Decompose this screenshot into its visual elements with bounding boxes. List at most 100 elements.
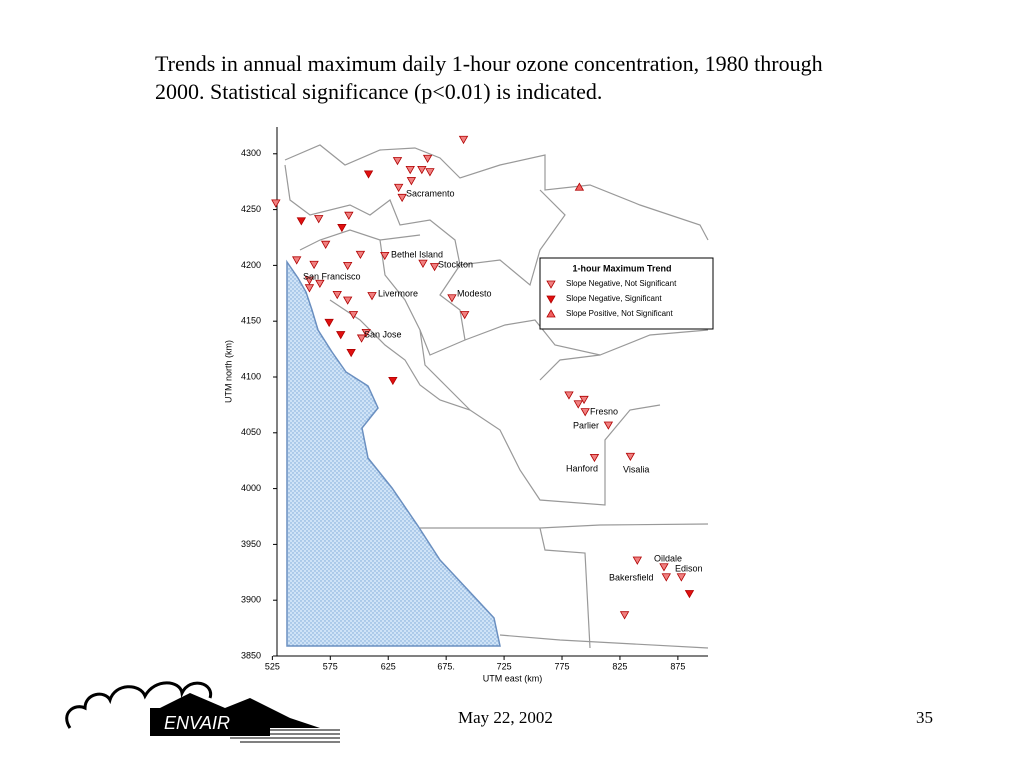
station-marker bbox=[661, 573, 671, 582]
station-marker bbox=[460, 311, 470, 320]
station-marker bbox=[397, 193, 407, 203]
legend-marker bbox=[546, 295, 556, 304]
station-marker bbox=[344, 211, 354, 220]
station-marker bbox=[425, 168, 435, 177]
ocean bbox=[286, 259, 501, 647]
x-tick-label: 725 bbox=[497, 661, 512, 671]
x-tick-label: 875 bbox=[670, 661, 685, 671]
station-marker bbox=[603, 421, 614, 430]
station-marker bbox=[304, 276, 315, 285]
x-tick-label: 825 bbox=[612, 661, 627, 671]
x-tick-label: 625 bbox=[381, 661, 396, 671]
place-label: Bethel Island bbox=[391, 249, 443, 259]
legend-title: 1-hour Maximum Trend bbox=[572, 263, 671, 273]
station-marker bbox=[367, 292, 377, 301]
station-marker bbox=[406, 177, 417, 186]
station-marker bbox=[422, 154, 433, 164]
station-marker bbox=[337, 224, 347, 233]
station-marker bbox=[342, 261, 353, 271]
x-axis-title: UTM east (km) bbox=[483, 673, 543, 683]
y-tick-label: 4150 bbox=[241, 316, 261, 326]
y-axis-title: UTM north (km) bbox=[223, 340, 233, 403]
logo-text: ENVAIR bbox=[164, 713, 230, 733]
footer-date: May 22, 2002 bbox=[458, 708, 553, 727]
y-tick-label: 4200 bbox=[241, 260, 261, 270]
place-label: San Francisco bbox=[303, 271, 361, 281]
place-label: Edison bbox=[675, 563, 703, 573]
place-label: Bakersfield bbox=[609, 572, 654, 582]
station-marker bbox=[314, 215, 324, 224]
x-tick-label: 675. bbox=[437, 661, 455, 671]
station-marker bbox=[405, 166, 415, 175]
station-marker bbox=[447, 294, 457, 303]
station-marker bbox=[271, 199, 281, 208]
station-marker bbox=[315, 279, 325, 289]
place-label: Stockton bbox=[438, 259, 473, 269]
slide-title: Trends in annual maximum daily 1-hour oz… bbox=[155, 51, 823, 104]
y-tick-label: 4050 bbox=[241, 427, 261, 437]
station-marker bbox=[336, 331, 346, 340]
station-marker bbox=[320, 240, 331, 249]
legend-label: Slope Negative, Not Significant bbox=[566, 279, 677, 288]
y-tick-label: 4000 bbox=[241, 483, 261, 493]
station-marker bbox=[417, 166, 427, 175]
station-marker bbox=[348, 311, 359, 320]
y-tick-label: 4100 bbox=[241, 371, 261, 381]
station-marker bbox=[346, 349, 356, 358]
station-marker bbox=[361, 328, 371, 338]
place-label: Sacramento bbox=[406, 188, 455, 198]
y-tick-label: 4250 bbox=[241, 204, 261, 214]
legend-marker bbox=[546, 309, 556, 318]
page-number: 35 bbox=[916, 708, 933, 727]
station-marker bbox=[458, 135, 469, 145]
station-marker bbox=[429, 263, 440, 272]
y-tick-label: 3900 bbox=[241, 595, 261, 605]
station-marker bbox=[574, 182, 585, 191]
station-marker bbox=[625, 452, 636, 462]
station-marker bbox=[589, 453, 600, 463]
y-tick-label: 3850 bbox=[241, 650, 261, 660]
station-marker bbox=[309, 260, 319, 270]
station-marker bbox=[356, 334, 367, 343]
station-marker bbox=[418, 259, 428, 268]
logo: ENVAIR bbox=[65, 681, 340, 743]
place-label: San Jose bbox=[364, 329, 402, 339]
place-label: Hanford bbox=[566, 463, 598, 473]
legend-label: Slope Negative, Significant bbox=[566, 294, 662, 303]
station-marker bbox=[573, 400, 583, 409]
station-marker bbox=[676, 573, 687, 582]
station-marker bbox=[363, 170, 374, 179]
station-marker bbox=[388, 376, 398, 386]
place-label: Fresno bbox=[590, 406, 618, 416]
county-borders bbox=[284, 144, 709, 649]
place-label: Oildale bbox=[654, 553, 682, 563]
station-marker bbox=[304, 284, 315, 293]
y-tick-label: 4300 bbox=[241, 148, 261, 158]
y-tick-label: 3950 bbox=[241, 539, 261, 549]
station-marker bbox=[564, 391, 574, 400]
station-marker bbox=[684, 590, 695, 599]
station-marker bbox=[580, 408, 590, 417]
station-marker bbox=[393, 183, 404, 193]
station-marker bbox=[296, 217, 307, 226]
station-marker bbox=[392, 157, 403, 166]
station-marker bbox=[292, 256, 302, 265]
x-tick-label: 575 bbox=[323, 661, 338, 671]
station-marker bbox=[632, 556, 643, 565]
station-marker bbox=[355, 250, 366, 260]
legend-label: Slope Positive, Not Significant bbox=[566, 309, 674, 318]
station-marker bbox=[619, 611, 630, 620]
station-marker bbox=[342, 296, 353, 305]
station-marker bbox=[659, 563, 669, 572]
x-tick-label: 775 bbox=[555, 661, 570, 671]
station-marker bbox=[380, 251, 390, 261]
x-tick-label: 525 bbox=[265, 661, 280, 671]
station-marker bbox=[579, 395, 589, 405]
place-label: Visalia bbox=[623, 464, 649, 474]
station-marker bbox=[324, 318, 334, 328]
legend-marker bbox=[546, 280, 556, 289]
place-label: Parlier bbox=[573, 420, 599, 430]
place-label: Modesto bbox=[457, 288, 492, 298]
